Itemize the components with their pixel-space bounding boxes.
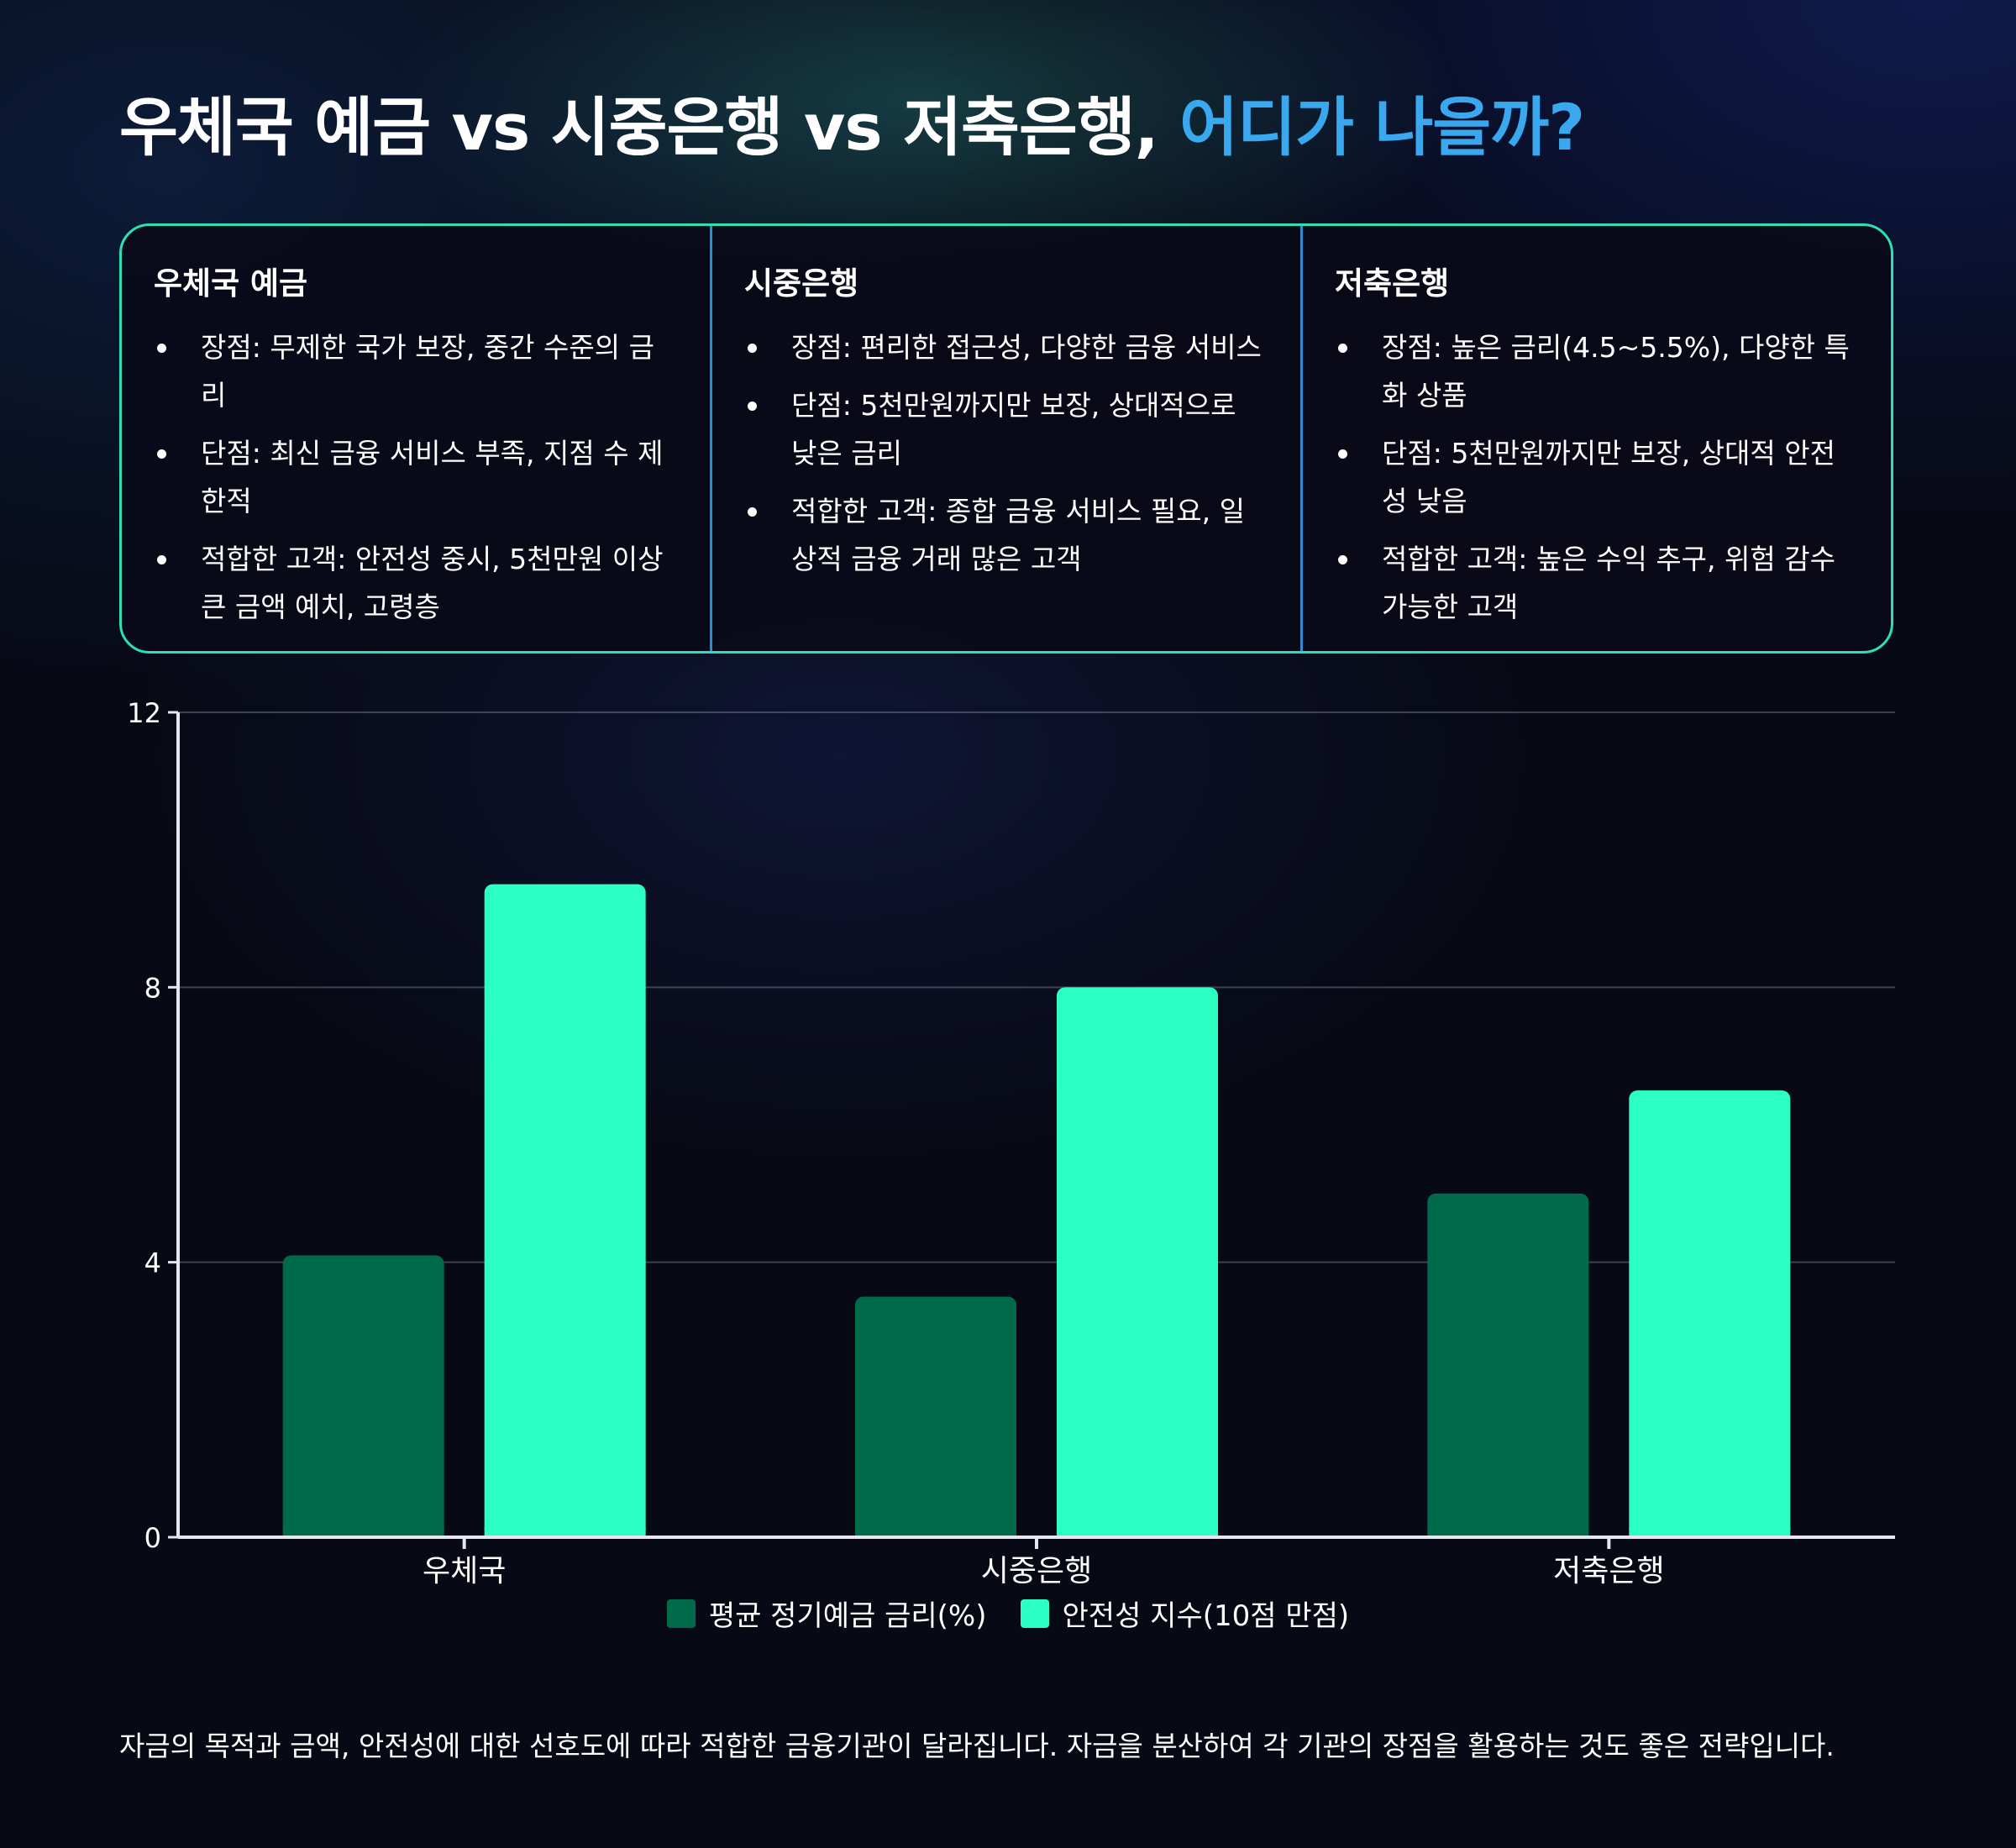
column-post-office: 우체국 예금 장점: 무제한 국가 보장, 중간 수준의 금리 단점: 최신 금… — [122, 226, 712, 651]
x-tick-label: 시중은행 — [981, 1554, 1092, 1588]
list-item: 단점: 최신 금융 서비스 부족, 지점 수 제한적 — [154, 429, 678, 525]
footer-note: 자금의 목적과 금액, 안전성에 대한 선호도에 따라 적합한 금융기관이 달라… — [119, 1730, 1835, 1762]
page-title: 우체국 예금 vs 시중은행 vs 저축은행, 어디가 나을까? — [119, 76, 1585, 168]
x-tick-label: 우체국 — [423, 1554, 506, 1588]
column-list: 장점: 무제한 국가 보장, 중간 수준의 금리 단점: 최신 금융 서비스 부… — [154, 323, 678, 631]
bar-base — [855, 1527, 1016, 1537]
y-tick-label: 8 — [144, 972, 161, 1004]
column-list: 장점: 높은 금리(4.5~5.5%), 다양한 특화 상품 단점: 5천만원까… — [1335, 323, 1859, 631]
y-tick-label: 0 — [144, 1522, 161, 1554]
title-main: 우체국 예금 vs 시중은행 vs 저축은행, — [119, 90, 1159, 165]
bar-base — [282, 1527, 444, 1537]
list-item: 적합한 고객: 종합 금융 서비스 필요, 일상적 금융 거래 많은 고객 — [744, 487, 1268, 583]
column-title: 시중은행 — [744, 265, 859, 302]
list-item: 단점: 5천만원까지만 보장, 상대적으로 낮은 금리 — [744, 381, 1268, 477]
column-title: 우체국 예금 — [154, 265, 308, 302]
column-savings-bank: 저축은행 장점: 높은 금리(4.5~5.5%), 다양한 특화 상품 단점: … — [1303, 226, 1891, 651]
bar-base — [1629, 1527, 1791, 1537]
y-tick-label: 4 — [144, 1247, 161, 1279]
column-title: 저축은행 — [1335, 265, 1450, 302]
list-item: 적합한 고객: 안전성 중시, 5천만원 이상 큰 금액 예치, 고령층 — [154, 535, 678, 631]
legend-item-safety: 안전성 지수(10점 만점) — [1020, 1593, 1350, 1634]
title-accent: 어디가 나을까? — [1179, 90, 1585, 165]
list-item: 단점: 5천만원까지만 보장, 상대적 안전성 낮음 — [1335, 429, 1859, 525]
list-item: 장점: 편리한 접근성, 다양한 금융 서비스 — [744, 323, 1268, 371]
legend-swatch — [1020, 1599, 1049, 1628]
legend-label: 안전성 지수(10점 만점) — [1062, 1599, 1350, 1633]
y-tick-label: 12 — [127, 697, 161, 729]
bar — [1427, 1193, 1589, 1537]
bar-chart: 0 4 8 12 우체국 시중은행 저축은행 — [127, 697, 1895, 1588]
legend-swatch — [666, 1599, 696, 1628]
list-item: 장점: 무제한 국가 보장, 중간 수준의 금리 — [154, 323, 678, 419]
legend-item-rate: 평균 정기예금 금리(%) — [666, 1593, 987, 1634]
bar — [855, 1296, 1016, 1537]
legend-label: 평균 정기예금 금리(%) — [708, 1599, 987, 1633]
bar — [484, 884, 646, 1537]
column-commercial-bank: 시중은행 장점: 편리한 접근성, 다양한 금융 서비스 단점: 5천만원까지만… — [712, 226, 1303, 651]
bar-base — [1427, 1527, 1589, 1537]
column-list: 장점: 편리한 접근성, 다양한 금융 서비스 단점: 5천만원까지만 보장, … — [744, 323, 1268, 583]
bar — [1629, 1090, 1791, 1537]
x-tick-label: 저축은행 — [1553, 1554, 1664, 1588]
list-item: 장점: 높은 금리(4.5~5.5%), 다양한 특화 상품 — [1335, 323, 1859, 419]
chart-legend: 평균 정기예금 금리(%) 안전성 지수(10점 만점) — [0, 1593, 2016, 1634]
bar — [282, 1255, 444, 1537]
bar — [1057, 987, 1218, 1537]
comparison-table: 우체국 예금 장점: 무제한 국가 보장, 중간 수준의 금리 단점: 최신 금… — [119, 223, 1893, 654]
bar-base — [1057, 1527, 1218, 1537]
bar-base — [484, 1527, 646, 1537]
list-item: 적합한 고객: 높은 수익 추구, 위험 감수 가능한 고객 — [1335, 535, 1859, 631]
